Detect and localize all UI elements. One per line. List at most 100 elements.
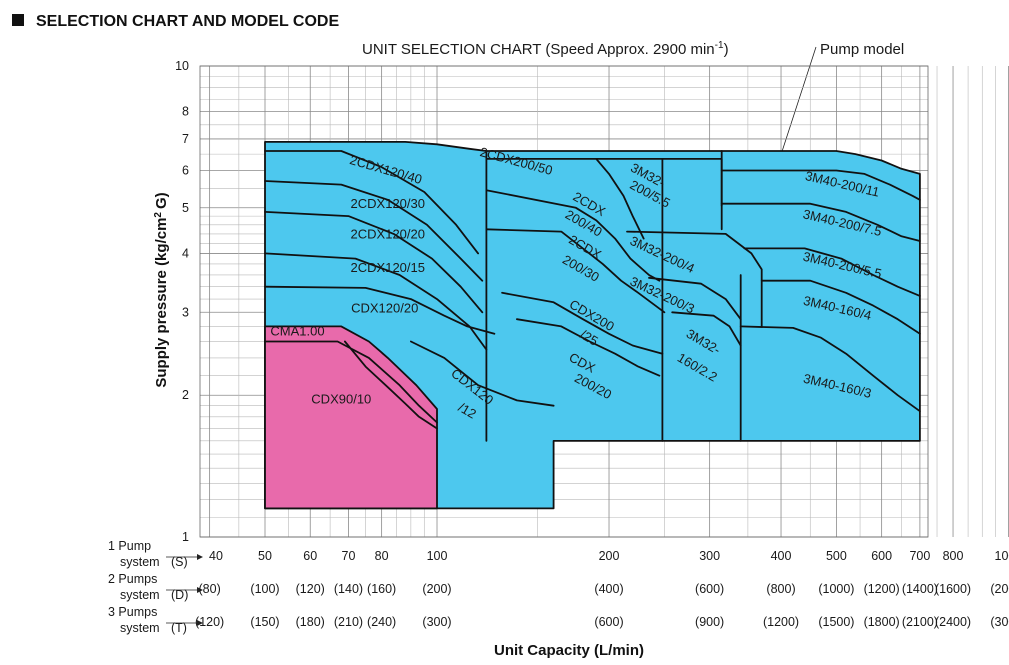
capacity-tick-label: (1200)	[763, 615, 799, 629]
y-tick-label: 3	[182, 305, 189, 319]
region-label-1: 2CDX120/30	[351, 196, 425, 211]
row-label-line1: 1 Pump	[108, 539, 151, 553]
capacity-tick-label: (180)	[296, 615, 325, 629]
y-tick-label: 5	[182, 201, 189, 215]
capacity-tick-label: 700	[909, 549, 930, 563]
capacity-tick-label: (3000)	[990, 615, 1009, 629]
region-label-4: CDX120/20	[351, 300, 418, 315]
chart-title: UNIT SELECTION CHART (Speed Approx. 2900…	[362, 40, 729, 58]
curve-cdx200-40	[485, 189, 661, 282]
curve-3m40-3	[739, 325, 921, 413]
y-tick-label: 8	[182, 105, 189, 119]
curve-3m32-3	[648, 276, 742, 321]
y-axis-title-main: Supply pressure (kg/cm	[153, 218, 170, 388]
y-tick-label: 6	[182, 163, 189, 177]
curve-cdx120-20	[264, 340, 438, 424]
curve-3m32-22	[671, 311, 742, 347]
capacity-tick-label: 800	[943, 549, 964, 563]
region-label-3: 2CDX120/15	[351, 260, 425, 275]
capacity-tick-label: 40	[209, 549, 223, 563]
curve-2cdx120-20	[264, 252, 488, 351]
axis-ticks: 1 2 3 4 5 6 7 8 10	[175, 59, 189, 544]
capacity-tick-label: 600	[871, 549, 892, 563]
capacity-tick-label: (1000)	[818, 582, 854, 596]
capacity-tick-label: (1500)	[818, 615, 854, 629]
chart-title-main: UNIT SELECTION CHART (Speed Approx. 2900…	[362, 41, 715, 58]
y-axis-title-end: G)	[153, 192, 170, 209]
row-label-line1: 2 Pumps	[108, 572, 157, 586]
row-arrow-head	[197, 554, 203, 560]
plot-frame	[199, 65, 929, 538]
capacity-tick-label: 500	[826, 549, 847, 563]
curve-3m40-11	[720, 169, 921, 201]
capacity-tick-label: 50	[258, 549, 272, 563]
row-system-code: (S)	[171, 555, 188, 569]
curve-cdx200-50-top	[485, 158, 645, 240]
capacity-tick-label: (120)	[195, 615, 224, 629]
capacity-tick-label: (1600)	[935, 582, 971, 596]
capacity-tick-label: 300	[699, 549, 720, 563]
region-boundaries	[264, 150, 921, 442]
curve-2cdx120-15	[264, 285, 496, 335]
curve-3m40-4	[760, 279, 921, 335]
pump-model-annotation: Pump model	[820, 41, 904, 58]
row-label-line2: system	[120, 555, 160, 569]
capacity-tick-label: (1800)	[864, 615, 900, 629]
capacity-tick-label: 1000	[995, 549, 1009, 563]
curve-cdx200-30	[485, 228, 666, 314]
capacity-tick-label: (1400)	[902, 582, 938, 596]
row-arrow-head	[197, 587, 203, 593]
capacity-tick-label: 100	[427, 549, 448, 563]
curve-cdx200-20	[516, 318, 661, 377]
y-axis-title-sup: 2	[153, 212, 164, 218]
capacity-tick-label: 70	[342, 549, 356, 563]
capacity-tick-label: (160)	[367, 582, 396, 596]
header-square-icon	[12, 14, 24, 26]
capacity-tick-label: (120)	[296, 582, 325, 596]
capacity-tick-label: (80)	[199, 582, 221, 596]
curve-2cdx120-30	[264, 211, 484, 314]
capacity-tick-label: (900)	[695, 615, 724, 629]
pump-model-leader	[775, 46, 817, 171]
pink-envelope	[264, 325, 438, 510]
row-label-line1: 3 Pumps	[108, 605, 157, 619]
capacity-tick-label: 80	[375, 549, 389, 563]
curve-3m40-75	[720, 202, 921, 242]
capacity-tick-label: (150)	[250, 615, 279, 629]
region-label-6: CDX90/10	[311, 392, 371, 407]
capacity-tick-label: (600)	[695, 582, 724, 596]
capacity-tick-label: (2000)	[990, 582, 1009, 596]
region-label-5: CMA1.00	[270, 323, 324, 338]
chart-title-end: )	[724, 41, 729, 58]
y-tick-label: 7	[182, 132, 189, 146]
capacity-rows: 1 Pump system (S) 40 50 60 70 80 100 200 300 400 500…	[108, 539, 1009, 635]
capacity-tick-label: (100)	[250, 582, 279, 596]
capacity-tick-label: (140)	[334, 582, 363, 596]
capacity-tick-label: (400)	[594, 582, 623, 596]
curve-cma-vert	[344, 340, 438, 430]
capacity-tick-label: (240)	[367, 615, 396, 629]
row-label-line2: system	[120, 621, 160, 635]
curve-cdx200-25	[501, 291, 664, 355]
capacity-tick-label: (2400)	[935, 615, 971, 629]
row-arrow-head	[197, 620, 203, 626]
y-tick-label: 1	[182, 530, 189, 544]
y-tick-label: 2	[182, 388, 189, 402]
capacity-tick-label: (1200)	[864, 582, 900, 596]
capacity-tick-label: 60	[303, 549, 317, 563]
region-label-2: 2CDX120/20	[351, 227, 425, 242]
chart-title-sup: -1	[715, 40, 724, 51]
y-tick-label: 10	[175, 59, 189, 73]
capacity-tick-label: (800)	[766, 582, 795, 596]
row-label-line2: system	[120, 588, 160, 602]
curve-3m40-55	[743, 247, 921, 297]
capacity-tick-label: (300)	[422, 615, 451, 629]
curve-cdx120-12	[410, 340, 555, 407]
y-tick-label: 4	[182, 246, 189, 260]
row-system-code: (T)	[171, 621, 187, 635]
page-title: SELECTION CHART AND MODEL CODE	[36, 13, 339, 30]
capacity-tick-label: (200)	[422, 582, 451, 596]
x-axis-title: Unit Capacity (L/min)	[494, 642, 644, 659]
capacity-tick-label: (2100)	[902, 615, 938, 629]
